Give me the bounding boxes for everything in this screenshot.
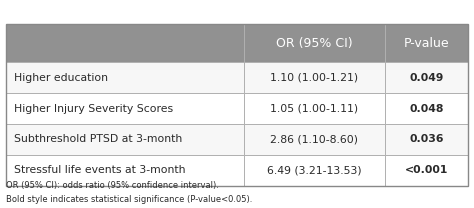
Bar [385, 93, 468, 124]
Bar [6, 124, 244, 155]
Text: 1.05 (1.00-1.11): 1.05 (1.00-1.11) [271, 104, 358, 114]
Bar [385, 62, 468, 93]
Text: 2.86 (1.10-8.60): 2.86 (1.10-8.60) [271, 134, 358, 144]
Bar [6, 62, 244, 93]
Text: Stressful life events at 3-month: Stressful life events at 3-month [14, 165, 186, 175]
Text: 1.10 (1.00-1.21): 1.10 (1.00-1.21) [271, 73, 358, 83]
Bar [6, 93, 244, 124]
Text: 0.036: 0.036 [410, 134, 444, 144]
Text: OR (95% CI): odds ratio (95% confidence interval).: OR (95% CI): odds ratio (95% confidence … [6, 181, 219, 190]
Bar [244, 62, 385, 93]
Text: Higher Injury Severity Scores: Higher Injury Severity Scores [14, 104, 173, 114]
Text: Higher education: Higher education [14, 73, 108, 83]
Bar [6, 24, 468, 186]
Bar [244, 124, 385, 155]
Bar [244, 155, 385, 186]
Text: Bold style indicates statistical significance (P-value<0.05).: Bold style indicates statistical signifi… [6, 195, 252, 204]
Bar [6, 155, 244, 186]
Bar [6, 24, 244, 62]
Text: 6.49 (3.21-13.53): 6.49 (3.21-13.53) [267, 165, 362, 175]
Bar [385, 24, 468, 62]
Text: P-value: P-value [404, 37, 449, 50]
Text: Subthreshold PTSD at 3-month: Subthreshold PTSD at 3-month [14, 134, 182, 144]
Bar [244, 93, 385, 124]
Bar [385, 124, 468, 155]
Text: 0.049: 0.049 [410, 73, 444, 83]
Bar [244, 24, 385, 62]
Text: OR (95% CI): OR (95% CI) [276, 37, 353, 50]
Bar [385, 155, 468, 186]
Text: 0.048: 0.048 [410, 104, 444, 114]
Text: <0.001: <0.001 [405, 165, 448, 175]
